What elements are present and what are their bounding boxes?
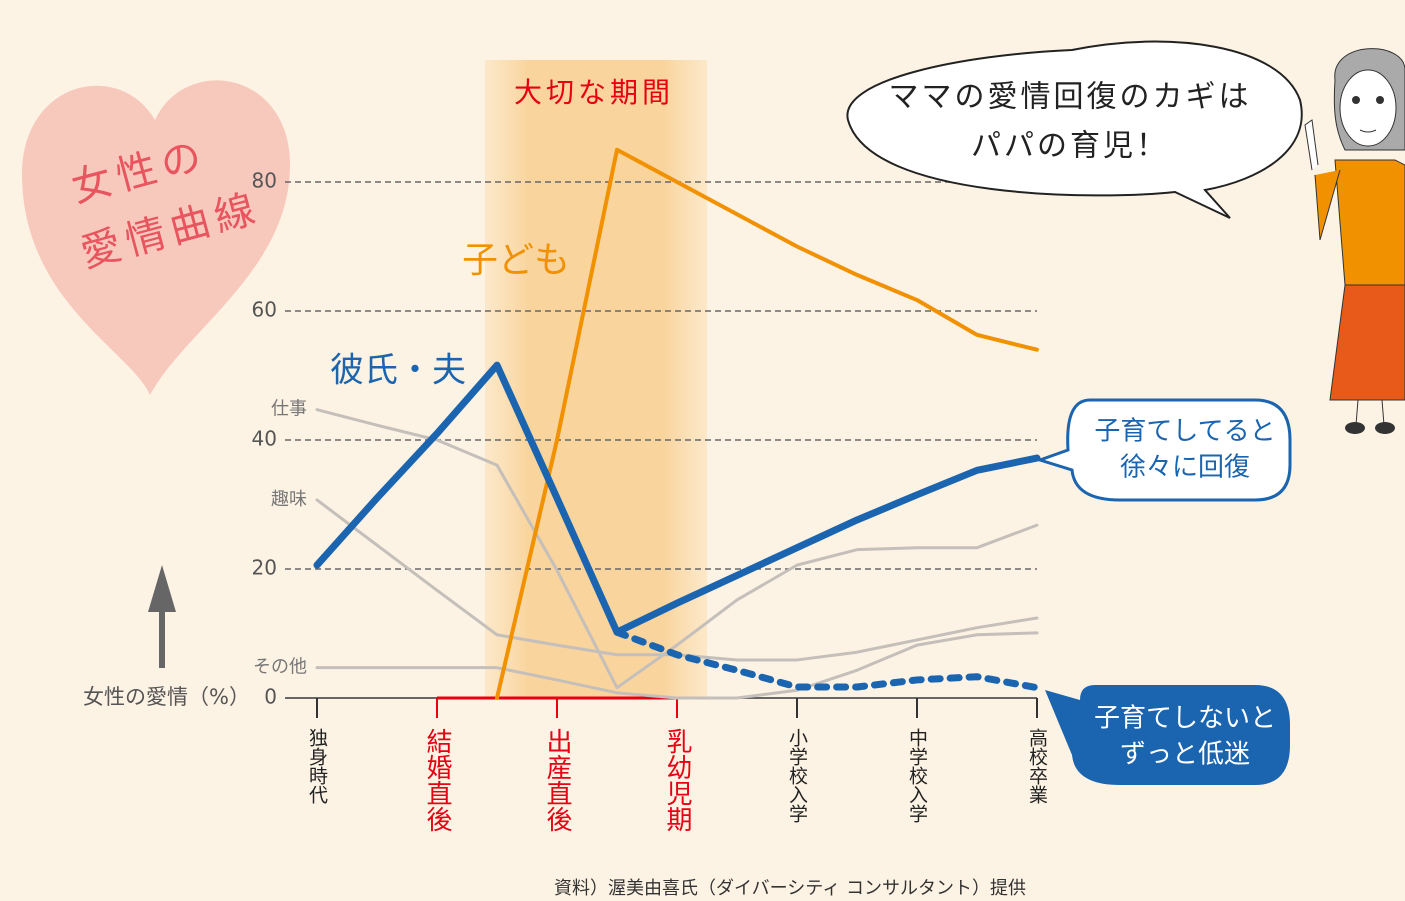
y-axis-label: 女性の愛情（%） (83, 685, 250, 709)
y-tick-label: 20 (252, 556, 277, 580)
axis-arrow (159, 610, 165, 668)
callout: 徐々に回復 (1120, 453, 1250, 483)
y-tick-label: 0 (264, 685, 277, 709)
series-label: 子ども (462, 240, 570, 281)
x-tick-label: 出産直後 (542, 728, 572, 832)
period-label: 大切な期間 (514, 76, 674, 109)
callout-bubble (1045, 685, 1290, 785)
x-tick-label: 高校卒業 (1026, 728, 1048, 804)
y-tick-label: 80 (252, 169, 277, 193)
callout-bubble (1040, 400, 1290, 500)
series-label: 趣味 (271, 489, 307, 510)
chart: 大切な期間 女性の 愛情曲線 女性の愛情（%） 020406080独身時代結婚直… (0, 0, 1405, 901)
callout: 子育てしないと (1094, 704, 1276, 734)
x-tick-label: 小学校入学 (786, 728, 808, 823)
y-tick-label: 40 (252, 427, 277, 451)
callout: 子育てしてると (1094, 417, 1275, 447)
series-label: 仕事 (271, 399, 307, 420)
y-tick-label: 60 (252, 298, 277, 322)
x-tick-label: 乳幼児期 (662, 728, 692, 832)
source: 資料）渥美由喜氏（ダイバーシティ コンサルタント）提供 (554, 878, 1026, 899)
x-tick-label: 結婚直後 (422, 728, 452, 832)
callout: ママの愛情回復のカギは (889, 80, 1252, 115)
x-tick-label: 中学校入学 (906, 728, 928, 823)
series-label: その他 (253, 657, 307, 678)
callout: パパの育児！ (971, 129, 1169, 164)
series-label: 彼氏・夫 (330, 351, 466, 391)
callout: ずっと低迷 (1120, 740, 1250, 770)
x-tick-label: 独身時代 (306, 728, 328, 804)
